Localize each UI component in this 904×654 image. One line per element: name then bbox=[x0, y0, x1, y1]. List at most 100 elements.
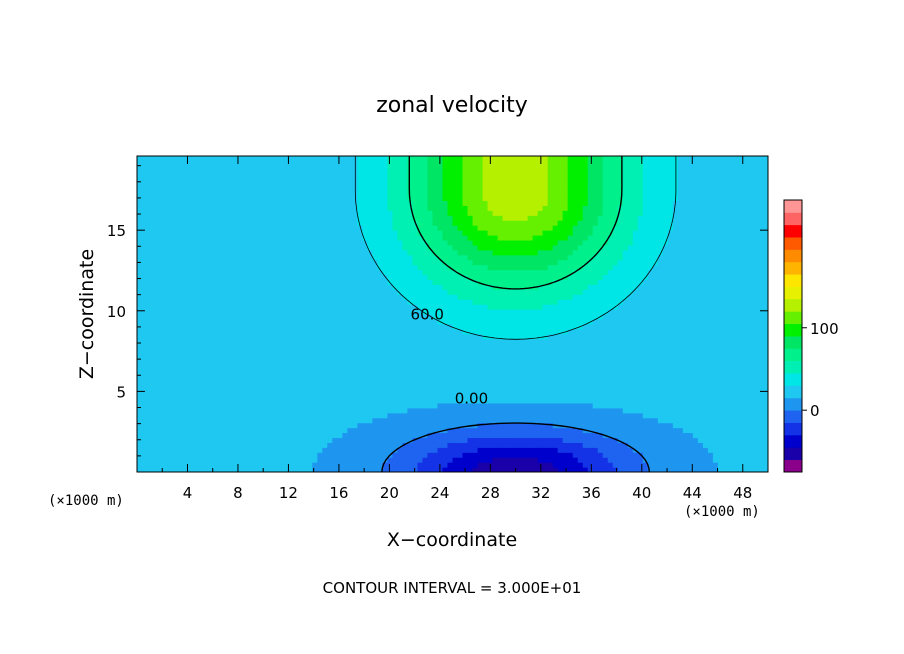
field-cell bbox=[347, 249, 353, 256]
field-cell bbox=[427, 274, 434, 281]
field-cell bbox=[272, 175, 278, 182]
field-cell bbox=[332, 388, 338, 394]
field-cell bbox=[477, 190, 484, 197]
field-cell bbox=[332, 442, 338, 448]
field-cell bbox=[387, 422, 394, 429]
field-cell bbox=[512, 373, 519, 379]
field-cell bbox=[147, 190, 153, 197]
field-cell bbox=[277, 279, 283, 285]
field-cell bbox=[252, 235, 258, 241]
field-cell bbox=[452, 230, 459, 236]
field-cell bbox=[457, 299, 464, 305]
field-cell bbox=[177, 289, 183, 295]
field-cell bbox=[292, 348, 298, 355]
field-cell bbox=[262, 205, 268, 211]
field-cell bbox=[512, 175, 519, 182]
field-cell bbox=[172, 220, 178, 226]
field-cell bbox=[452, 323, 459, 330]
field-cell bbox=[297, 200, 303, 206]
field-cell bbox=[387, 165, 394, 172]
field-cell bbox=[392, 170, 399, 177]
field-cell bbox=[212, 452, 218, 458]
field-cell bbox=[452, 190, 459, 197]
field-cell bbox=[337, 373, 343, 379]
field-cell bbox=[287, 289, 293, 295]
field-cell bbox=[207, 328, 213, 335]
field-cell bbox=[502, 368, 509, 374]
field-cell bbox=[142, 259, 148, 266]
field-cell bbox=[282, 358, 288, 364]
field-cell bbox=[392, 467, 399, 472]
field-cell bbox=[167, 254, 173, 261]
field-cell bbox=[172, 368, 178, 374]
field-cell bbox=[242, 407, 248, 414]
field-cell bbox=[317, 279, 323, 285]
field-cell bbox=[197, 235, 203, 241]
field-cell bbox=[152, 239, 158, 246]
field-cell bbox=[462, 388, 469, 394]
field-cell bbox=[432, 363, 439, 369]
field-cell bbox=[497, 338, 504, 345]
field-cell bbox=[392, 383, 399, 389]
field-cell bbox=[227, 373, 233, 379]
field-cell bbox=[482, 437, 489, 443]
field-cell bbox=[307, 259, 313, 266]
field-cell bbox=[262, 452, 268, 458]
field-cell bbox=[152, 368, 158, 374]
field-cell bbox=[357, 462, 363, 468]
field-cell bbox=[182, 156, 188, 162]
field-cell bbox=[222, 225, 228, 231]
field-cell bbox=[472, 254, 479, 261]
field-cell bbox=[207, 457, 213, 463]
field-cell bbox=[217, 309, 223, 315]
field-cell bbox=[307, 422, 313, 429]
field-cell bbox=[462, 294, 469, 300]
field-cell bbox=[432, 314, 439, 320]
field-cell bbox=[202, 462, 208, 468]
field-cell bbox=[317, 259, 323, 266]
field-cell bbox=[367, 318, 373, 325]
field-cell bbox=[492, 279, 499, 285]
field-cell bbox=[297, 254, 303, 261]
field-cell bbox=[432, 368, 439, 374]
field-cell bbox=[432, 215, 439, 221]
field-cell bbox=[367, 195, 373, 202]
field-cell bbox=[477, 427, 484, 434]
field-cell bbox=[272, 279, 278, 285]
field-cell bbox=[322, 205, 328, 211]
field-cell bbox=[182, 239, 188, 246]
field-cell bbox=[162, 402, 168, 409]
field-cell bbox=[317, 397, 323, 404]
field-cell bbox=[477, 215, 484, 221]
field-cell bbox=[397, 383, 404, 389]
field-cell bbox=[242, 338, 248, 345]
field-cell bbox=[462, 279, 469, 285]
field-cell bbox=[417, 432, 424, 439]
field-cell bbox=[172, 269, 178, 276]
field-cell bbox=[412, 244, 419, 251]
field-cell bbox=[347, 437, 353, 443]
field-cell bbox=[312, 462, 318, 468]
field-cell bbox=[312, 447, 318, 453]
field-cell bbox=[242, 175, 248, 182]
field-cell bbox=[397, 318, 404, 325]
field-cell bbox=[377, 323, 383, 330]
field-cell bbox=[427, 338, 434, 345]
field-cell bbox=[197, 427, 203, 434]
field-cell bbox=[232, 363, 238, 369]
field-cell bbox=[352, 318, 358, 325]
field-cell bbox=[152, 402, 158, 409]
field-cell bbox=[517, 412, 524, 419]
field-cell bbox=[357, 175, 363, 182]
field-cell bbox=[382, 373, 388, 379]
field-cell bbox=[432, 264, 439, 271]
field-cell bbox=[192, 274, 198, 281]
field-cell bbox=[207, 447, 213, 453]
field-cell bbox=[492, 294, 499, 300]
field-cell bbox=[152, 279, 158, 285]
field-cell bbox=[292, 156, 298, 162]
field-cell bbox=[472, 274, 479, 281]
field-cell bbox=[332, 323, 338, 330]
field-cell bbox=[512, 447, 519, 453]
field-cell bbox=[357, 200, 363, 206]
